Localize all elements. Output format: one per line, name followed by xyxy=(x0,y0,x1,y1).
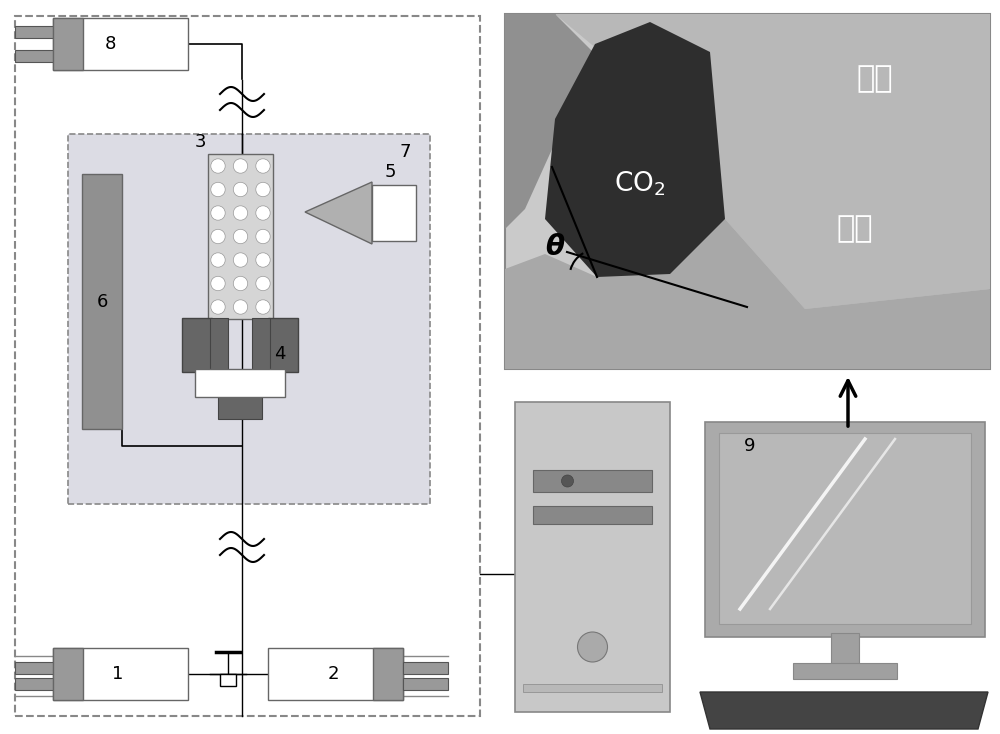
Bar xyxy=(719,433,971,624)
Text: 3: 3 xyxy=(194,133,206,151)
Text: 7: 7 xyxy=(399,143,411,161)
Circle shape xyxy=(211,276,225,291)
Bar xyxy=(53,648,188,700)
Circle shape xyxy=(233,159,248,173)
Circle shape xyxy=(233,276,248,291)
Bar xyxy=(15,26,53,38)
Bar xyxy=(252,318,270,372)
Text: 4: 4 xyxy=(274,345,286,363)
Bar xyxy=(373,648,403,700)
Bar xyxy=(268,318,298,372)
Bar xyxy=(15,678,53,690)
Circle shape xyxy=(256,252,270,267)
Bar xyxy=(15,662,53,674)
Circle shape xyxy=(256,159,270,173)
Bar xyxy=(53,18,188,70)
Polygon shape xyxy=(545,22,725,277)
Circle shape xyxy=(211,159,225,173)
Bar xyxy=(195,369,285,397)
Bar xyxy=(403,678,448,690)
Bar xyxy=(15,50,53,62)
Text: 5: 5 xyxy=(384,163,396,181)
Circle shape xyxy=(211,299,225,314)
Bar xyxy=(705,422,985,637)
Polygon shape xyxy=(505,14,595,229)
Bar xyxy=(533,506,652,524)
Bar xyxy=(372,185,416,241)
Bar xyxy=(505,14,990,369)
Circle shape xyxy=(578,632,608,662)
Polygon shape xyxy=(505,14,990,309)
Bar xyxy=(220,674,236,686)
Circle shape xyxy=(233,182,248,197)
Circle shape xyxy=(256,276,270,291)
Text: 9: 9 xyxy=(744,437,756,455)
Bar xyxy=(15,16,480,716)
Bar xyxy=(523,684,662,692)
Bar xyxy=(53,648,83,700)
Circle shape xyxy=(562,475,574,487)
Circle shape xyxy=(256,229,270,244)
Bar xyxy=(210,318,228,372)
Circle shape xyxy=(233,229,248,244)
Bar xyxy=(218,395,262,419)
Circle shape xyxy=(211,252,225,267)
Polygon shape xyxy=(700,692,988,729)
Circle shape xyxy=(233,206,248,220)
Text: 2: 2 xyxy=(327,665,339,683)
Bar xyxy=(68,134,430,504)
Bar xyxy=(793,663,897,679)
Bar xyxy=(533,470,652,492)
Bar xyxy=(15,16,480,716)
Circle shape xyxy=(211,229,225,244)
Text: 盐水: 盐水 xyxy=(837,214,873,244)
Text: 6: 6 xyxy=(96,293,108,311)
Circle shape xyxy=(256,206,270,220)
Bar xyxy=(53,18,83,70)
Text: $\boldsymbol{\theta}$: $\boldsymbol{\theta}$ xyxy=(545,233,565,261)
Bar xyxy=(403,662,448,674)
Bar xyxy=(208,154,273,319)
Circle shape xyxy=(256,299,270,314)
Polygon shape xyxy=(305,182,372,244)
Circle shape xyxy=(233,252,248,267)
Bar xyxy=(268,648,403,700)
Circle shape xyxy=(233,299,248,314)
Circle shape xyxy=(211,206,225,220)
Polygon shape xyxy=(505,219,990,369)
Text: 岩芯: 岩芯 xyxy=(857,65,893,93)
Text: 8: 8 xyxy=(104,35,116,53)
Text: 1: 1 xyxy=(112,665,124,683)
Circle shape xyxy=(211,182,225,197)
Bar xyxy=(515,402,670,712)
Bar xyxy=(182,318,212,372)
Bar xyxy=(831,633,859,667)
Text: CO$_2$: CO$_2$ xyxy=(614,170,666,198)
Circle shape xyxy=(256,182,270,197)
Bar xyxy=(82,174,122,429)
